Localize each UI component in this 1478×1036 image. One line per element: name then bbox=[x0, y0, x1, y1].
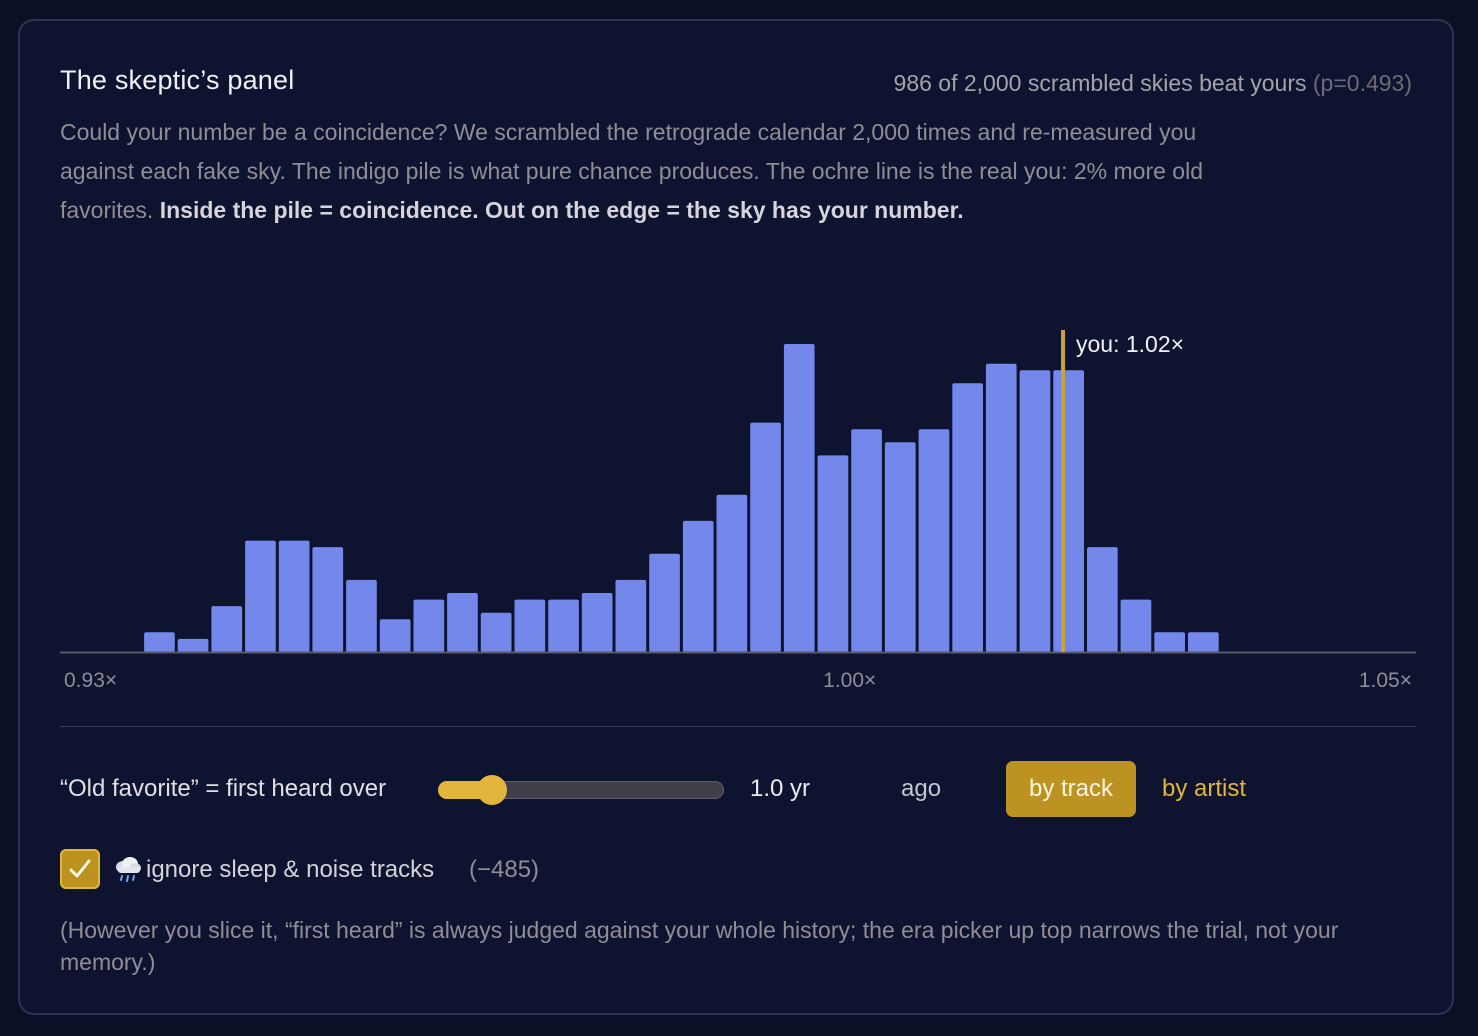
slider-handle[interactable] bbox=[477, 775, 508, 805]
histogram-bar bbox=[480, 612, 512, 652]
histogram-bar bbox=[1120, 599, 1152, 652]
p-value: (p=0.493) bbox=[1312, 70, 1412, 96]
histogram-bar bbox=[783, 344, 815, 652]
threshold-slider[interactable] bbox=[438, 775, 724, 805]
histogram-bar bbox=[379, 619, 411, 652]
ignore-sleep-filter: ignore sleep & noise tracks (−485) bbox=[60, 849, 960, 889]
threshold-value: 1.0 yr bbox=[750, 775, 811, 802]
histogram-bar bbox=[447, 593, 478, 652]
old-favorite-label: “Old favorite” = first heard over bbox=[60, 775, 387, 802]
histogram-bar bbox=[514, 599, 546, 652]
histogram-bar bbox=[985, 363, 1017, 652]
x-tick-label: 1.00× bbox=[823, 669, 876, 692]
by-track-button[interactable]: by track bbox=[1006, 761, 1136, 817]
panel-description: Could your number be a coincidence? We s… bbox=[60, 113, 1210, 230]
histogram-bar bbox=[1154, 632, 1185, 652]
histogram-bar bbox=[918, 429, 950, 652]
histogram-bar bbox=[716, 494, 748, 652]
histogram-bar bbox=[1053, 370, 1084, 652]
histogram-bar bbox=[312, 547, 344, 652]
histogram-bar bbox=[1188, 632, 1219, 652]
description-text: Could your number be a coincidence? We s… bbox=[60, 119, 1203, 223]
by-artist-button[interactable]: by artist bbox=[1162, 775, 1247, 802]
histogram-bar bbox=[851, 429, 882, 652]
histogram-bar bbox=[817, 455, 849, 652]
histogram-bar bbox=[682, 520, 714, 652]
threshold-suffix: ago bbox=[901, 775, 942, 802]
histogram-bar bbox=[211, 606, 243, 652]
histogram-bar bbox=[750, 422, 781, 652]
divider bbox=[60, 726, 1416, 727]
skeptics-panel: The skeptic’s panel 986 of 2,000 scrambl… bbox=[18, 19, 1454, 1015]
histogram-bar bbox=[548, 599, 579, 652]
checkmark-icon bbox=[69, 859, 91, 878]
controls-row: “Old favorite” = first heard over 1.0 yr… bbox=[60, 761, 1416, 817]
histogram-bar bbox=[884, 442, 916, 652]
ignore-sleep-label: ignore sleep & noise tracks bbox=[146, 856, 435, 883]
excluded-count: (−485) bbox=[469, 856, 540, 883]
rain-cloud-icon bbox=[116, 857, 141, 882]
histogram-bar bbox=[245, 540, 276, 652]
histogram-bar bbox=[177, 638, 209, 652]
your-value-label: you: 1.02× bbox=[1076, 331, 1184, 357]
x-tick-label: 0.93× bbox=[64, 669, 117, 692]
histogram-bar bbox=[144, 632, 175, 652]
panel-title: The skeptic’s panel bbox=[60, 65, 295, 95]
histogram-bar bbox=[649, 553, 680, 652]
histogram-bar bbox=[581, 593, 613, 652]
permutation-stat-main: 986 of 2,000 scrambled skies beat yours bbox=[893, 70, 1307, 96]
histogram-bar bbox=[1019, 370, 1051, 652]
histogram-bar bbox=[615, 579, 647, 652]
histogram-bar bbox=[278, 540, 310, 652]
x-tick-label: 1.05× bbox=[1359, 669, 1412, 692]
null-distribution-histogram: 0.93× 1.00× 1.05× you: 1.02× bbox=[60, 330, 1416, 692]
histogram-bar bbox=[346, 579, 377, 652]
footnote: (However you slice it, “first heard” is … bbox=[60, 917, 1339, 975]
ignore-sleep-checkbox[interactable] bbox=[60, 849, 100, 889]
histogram-bar bbox=[413, 599, 445, 652]
permutation-stat: 986 of 2,000 scrambled skies beat yours … bbox=[894, 70, 1412, 97]
histogram-bar bbox=[1087, 547, 1118, 652]
histogram-bar bbox=[952, 383, 983, 652]
description-emphasis: Inside the pile = coincidence. Out on th… bbox=[159, 197, 964, 223]
